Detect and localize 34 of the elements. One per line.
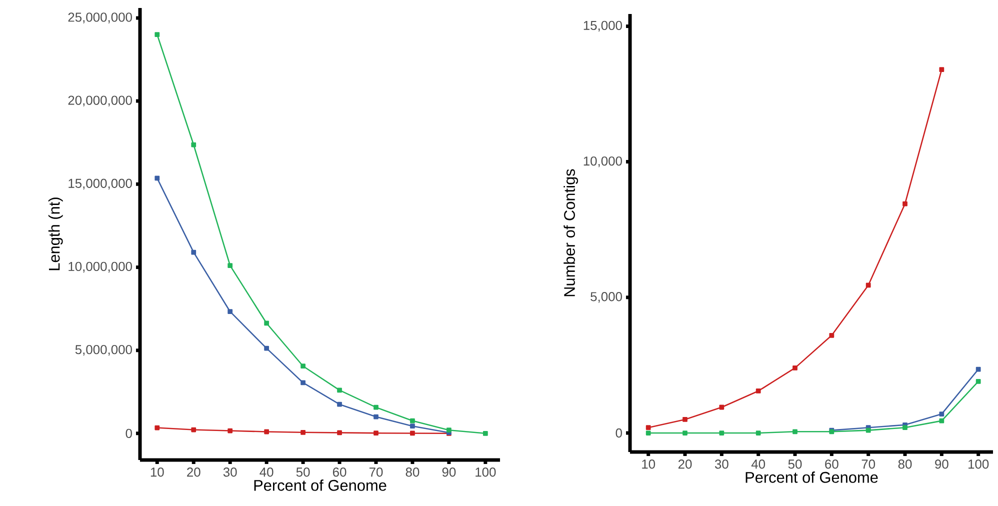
y-tick-label: 25,000,000 (68, 12, 132, 24)
y-axis-title: Length (nt) (48, 198, 63, 270)
x-tick-label: 100 (968, 460, 989, 469)
y-tick-label: 20,000,000 (68, 96, 132, 106)
x-tick-label: 50 (296, 468, 310, 477)
x-tick-label: 80 (406, 468, 420, 477)
x-tick-label: 10 (642, 460, 656, 469)
y-tick-label: 10,000,000 (68, 262, 132, 273)
x-tick-label: 50 (788, 460, 802, 469)
y-axis-title: Number of Contigs (564, 169, 578, 296)
y-tick-label: 0 (616, 428, 622, 438)
x-tick-label: 80 (898, 460, 912, 469)
y-tick-label: 5,000 (590, 292, 622, 303)
x-axis-title: Percent of Genome (254, 480, 386, 491)
y-tick-label: 10,000 (584, 156, 622, 168)
x-tick-label: 10 (150, 468, 164, 477)
x-tick-label: 90 (935, 460, 948, 469)
x-tick-label: 70 (862, 460, 876, 469)
x-tick-label: 30 (714, 460, 728, 469)
y-tick-label: 15,000 (584, 20, 622, 32)
x-tick-label: 40 (260, 468, 274, 477)
x-tick-label: 60 (332, 468, 346, 477)
x-tick-label: 20 (187, 468, 200, 477)
x-tick-label: 70 (369, 468, 383, 477)
x-tick-label: 30 (223, 468, 237, 477)
y-tick-label: 15,000,000 (68, 178, 132, 190)
x-tick-label: 100 (476, 468, 496, 477)
x-tick-label: 20 (678, 460, 692, 469)
x-tick-label: 90 (442, 468, 456, 477)
x-tick-label: 40 (751, 460, 766, 469)
y-tick-label: 0 (126, 428, 132, 438)
x-axis-title: Percent of Genome (746, 472, 878, 483)
y-tick-label: 5,000,000 (75, 344, 132, 356)
x-tick-label: 60 (825, 460, 838, 469)
